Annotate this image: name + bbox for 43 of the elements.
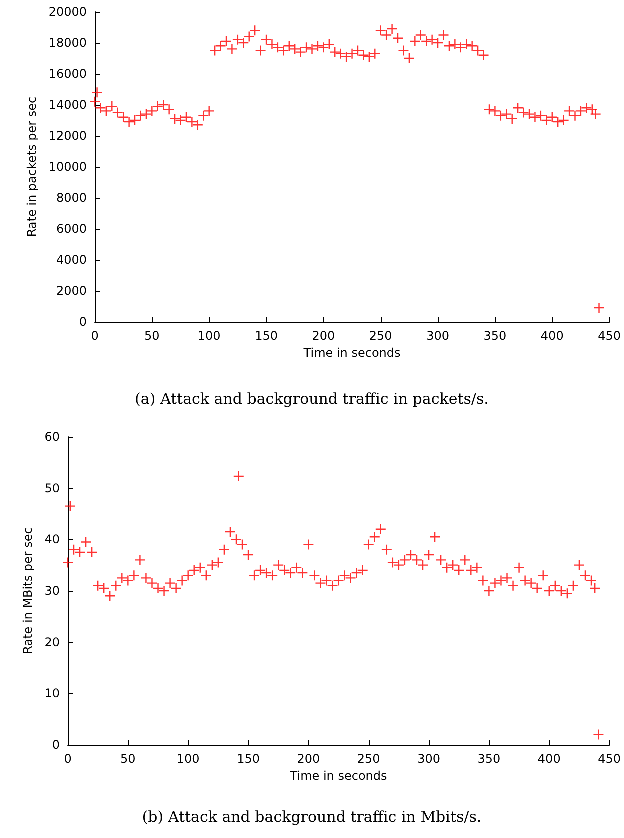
x-tick-label: 50 (120, 752, 136, 766)
text: (b) Attack and background traffic in Mbits/s. (141, 808, 483, 826)
y-tick-label: 8000 (56, 191, 87, 205)
x-tick-label: 300 (418, 752, 440, 766)
x-tick-label: 100 (198, 329, 221, 343)
y-tick-label: 12000 (48, 129, 87, 143)
y-tick-label: 60 (44, 430, 60, 444)
x-tick-label: 150 (255, 329, 278, 343)
y-tick-label: 30 (44, 584, 60, 598)
x-tick-label: 0 (91, 329, 99, 343)
y-tick-label: 10000 (48, 160, 87, 174)
y-tick-label: 0 (79, 315, 87, 329)
y-tick-label: 16000 (48, 67, 87, 81)
x-tick-label: 400 (540, 329, 564, 343)
x-tick-label: 450 (598, 752, 621, 766)
x-tick-label: 400 (538, 752, 561, 766)
y-tick-label: 10 (44, 686, 60, 701)
x-tick-label: 50 (144, 329, 160, 343)
y-tick-label: 14000 (48, 98, 87, 112)
x-axis-title: Time in seconds (289, 768, 388, 783)
x-tick-label: 150 (237, 752, 260, 766)
x-tick-label: 300 (426, 329, 450, 343)
x-tick-label: 200 (312, 329, 336, 343)
y-tick-label: 18000 (48, 36, 87, 50)
y-tick-label: 6000 (56, 222, 87, 236)
x-tick-label: 200 (297, 752, 320, 766)
x-tick-label: 350 (484, 329, 507, 343)
x-tick-label: 450 (598, 329, 621, 343)
text: (a) Attack and background traffic in packets/s. (134, 390, 490, 408)
y-axis-title: Rate in packets per sec (24, 96, 39, 238)
x-tick-label: 250 (369, 329, 392, 343)
y-tick-label: 0 (52, 738, 60, 752)
x-axis-title: Time in seconds (302, 346, 401, 360)
y-tick-label: 50 (44, 481, 60, 496)
x-tick-label: 350 (478, 752, 501, 766)
y-tick-label: 20000 (48, 5, 87, 19)
y-tick-label: 4000 (56, 253, 87, 267)
y-tick-label: 40 (44, 532, 60, 547)
x-tick-label: 100 (176, 752, 200, 766)
y-axis-title: Rate in MBits per sec (20, 528, 35, 654)
y-tick-label: 20 (44, 635, 60, 650)
x-tick-label: 250 (357, 752, 380, 766)
y-tick-label: 2000 (56, 284, 87, 298)
